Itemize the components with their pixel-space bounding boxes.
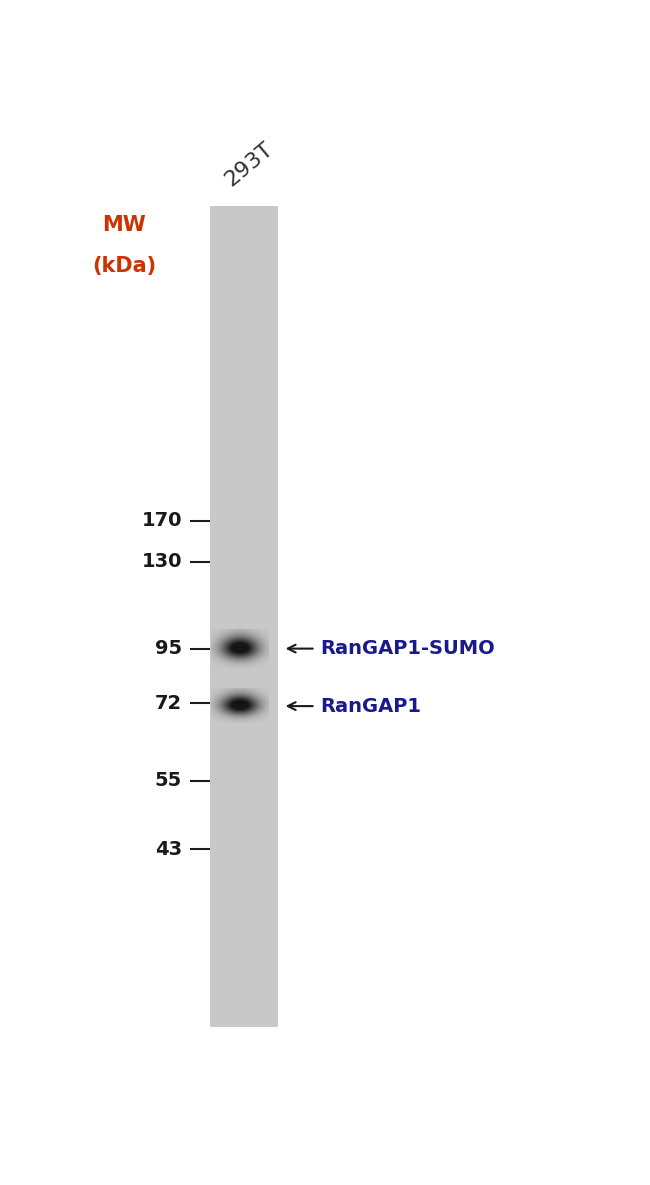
Text: MW: MW (102, 216, 146, 235)
Bar (210, 206, 278, 1027)
Text: 95: 95 (155, 639, 182, 658)
Text: 43: 43 (155, 840, 182, 859)
Text: RanGAP1: RanGAP1 (320, 697, 422, 716)
Text: 55: 55 (155, 771, 182, 790)
Text: (kDa): (kDa) (92, 256, 156, 276)
Text: RanGAP1-SUMO: RanGAP1-SUMO (320, 639, 495, 658)
Text: 130: 130 (142, 552, 182, 571)
Text: 72: 72 (155, 694, 182, 713)
Text: 170: 170 (142, 512, 182, 531)
Text: 293T: 293T (221, 139, 277, 190)
